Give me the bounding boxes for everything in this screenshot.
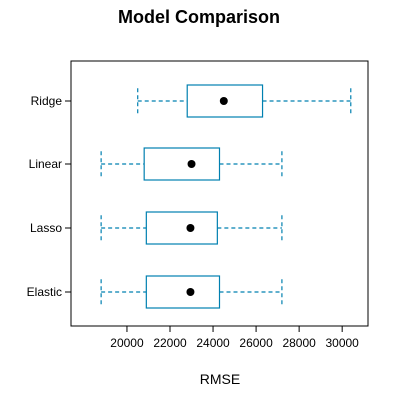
median-dot [219, 97, 228, 105]
x-tick-label: 28000 [282, 336, 316, 350]
x-tick-label: 20000 [110, 336, 144, 350]
box-series [100, 84, 352, 309]
x-axis: 20000 22000 24000 26000 28000 30000 [110, 326, 359, 350]
iqr-box [145, 275, 221, 309]
median-dot [186, 224, 195, 232]
box-linear [100, 147, 283, 181]
iqr-box [145, 211, 218, 245]
box-ridge [137, 84, 352, 118]
y-axis: Ridge Linear Lasso Elastic [27, 94, 71, 299]
median-dot [187, 160, 196, 168]
x-axis-label: RMSE [200, 371, 240, 387]
iqr-box [186, 84, 264, 118]
y-tick-label: Linear [29, 157, 62, 171]
box-lasso [100, 211, 283, 245]
y-tick-label: Lasso [30, 221, 62, 235]
x-tick-label: 26000 [239, 336, 273, 350]
iqr-box [143, 147, 221, 181]
chart-title: Model Comparison [118, 7, 280, 27]
x-tick-label: 24000 [196, 336, 230, 350]
x-tick-label: 22000 [153, 336, 187, 350]
x-tick-label: 30000 [325, 336, 359, 350]
box-elastic [100, 275, 283, 309]
median-dot [186, 288, 195, 296]
plot-panel [70, 60, 369, 327]
y-tick-label: Elastic [27, 285, 62, 299]
y-tick-label: Ridge [31, 94, 63, 108]
